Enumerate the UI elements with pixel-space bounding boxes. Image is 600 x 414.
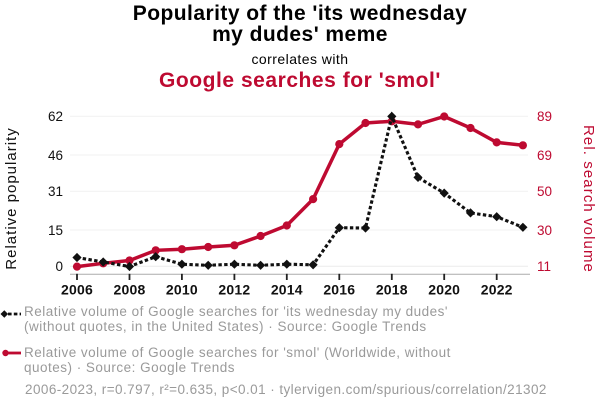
svg-text:31: 31 [48,184,63,199]
svg-text:15: 15 [48,223,63,238]
svg-text:2014: 2014 [271,282,303,298]
svg-text:2022: 2022 [481,282,513,298]
svg-text:Relative popularity: Relative popularity [3,127,20,269]
svg-text:2016: 2016 [323,282,355,298]
svg-text:2006: 2006 [61,282,93,298]
svg-text:0: 0 [55,259,63,274]
svg-text:2020: 2020 [428,282,460,298]
svg-text:Rel. search volume: Rel. search volume [580,125,597,273]
svg-text:2018: 2018 [376,282,408,298]
svg-text:46: 46 [48,148,63,163]
svg-text:89: 89 [537,109,552,124]
svg-text:62: 62 [48,109,63,124]
svg-text:2012: 2012 [218,282,250,298]
svg-text:2008: 2008 [114,282,146,298]
svg-text:30: 30 [537,223,552,238]
svg-text:69: 69 [537,148,552,163]
svg-text:2010: 2010 [166,282,198,298]
svg-text:11: 11 [537,259,551,274]
svg-text:50: 50 [537,184,552,199]
